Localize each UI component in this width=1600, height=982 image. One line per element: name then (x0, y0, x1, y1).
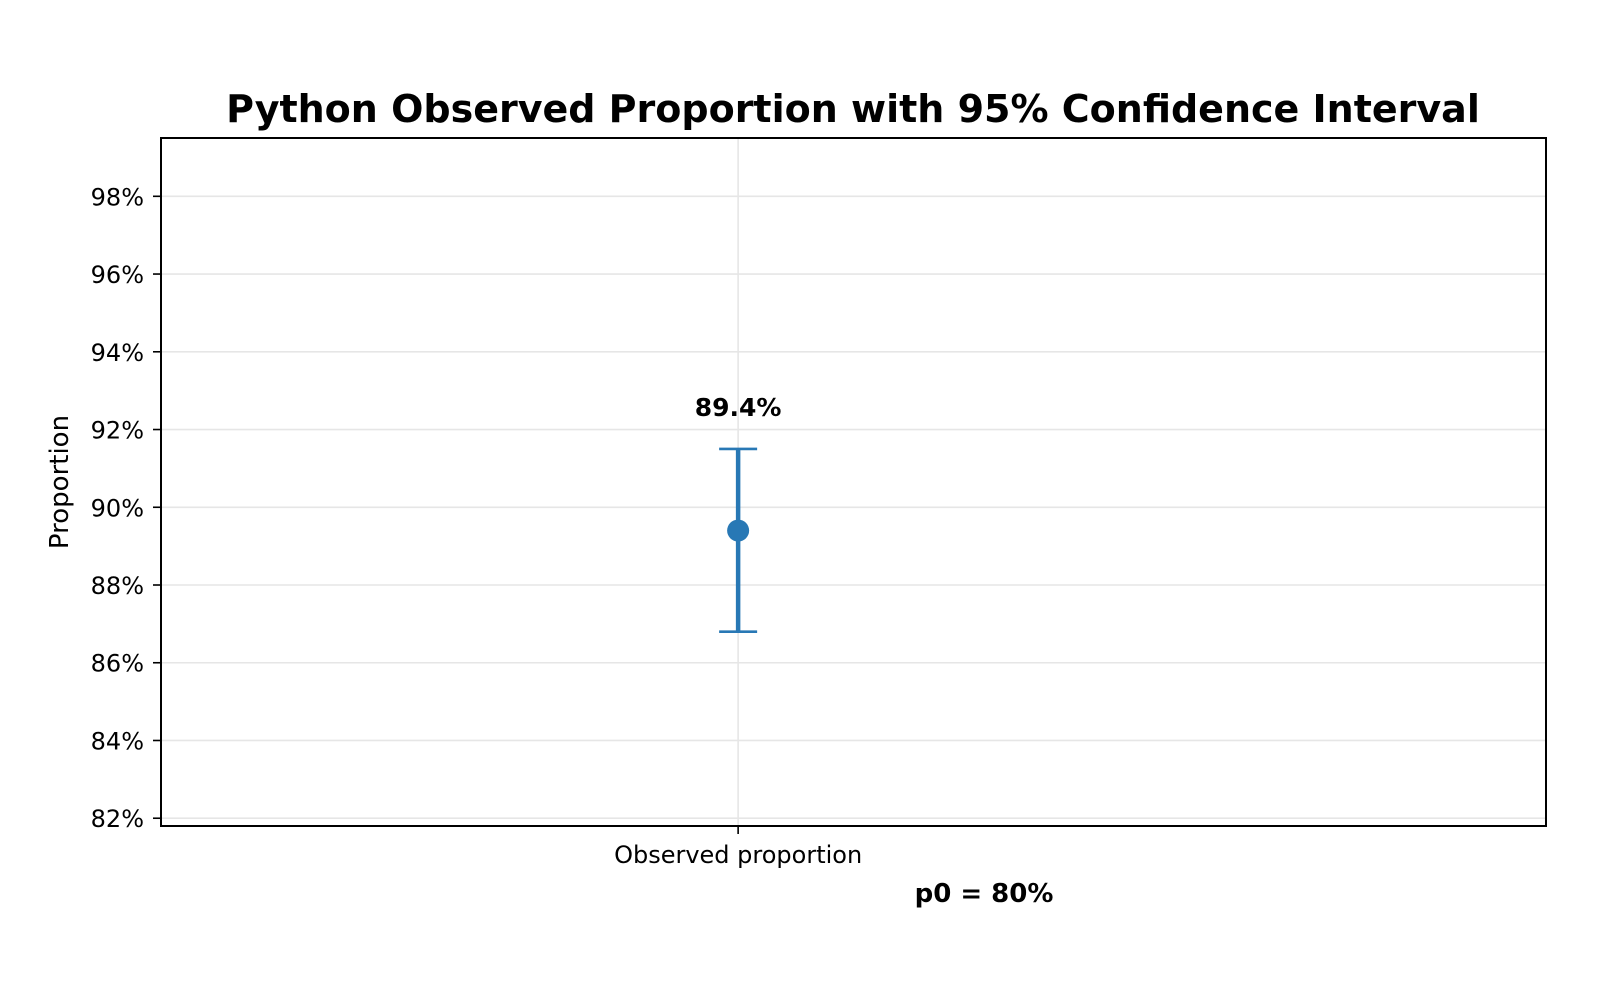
p0-annotation: p0 = 80% (915, 879, 1054, 909)
y-axis-ticks: 82% 84% 86% 88% 90% 92% 94% 96% 98% (91, 183, 161, 833)
y-tick-label: 96% (91, 261, 144, 289)
point-value-label: 89.4% (695, 393, 782, 422)
y-tick-label: 94% (91, 339, 144, 367)
y-tick-label: 92% (91, 417, 144, 445)
observed-proportion-point (727, 519, 750, 542)
errorbar-series: 89.4% (695, 393, 782, 633)
y-axis-label: Proportion (45, 415, 75, 549)
y-tick-label: 84% (91, 727, 144, 755)
x-tick-label: Observed proportion (614, 841, 862, 869)
y-tick-label: 90% (91, 494, 144, 522)
chart-title: Python Observed Proportion with 95% Conf… (226, 87, 1480, 131)
y-tick-label: 88% (91, 572, 144, 600)
grid-lines (161, 138, 1546, 826)
y-tick-label: 86% (91, 650, 144, 678)
x-axis-ticks: Observed proportion (614, 826, 862, 869)
y-tick-label: 82% (91, 805, 144, 833)
y-tick-label: 98% (91, 183, 144, 211)
plot-area-frame (160, 137, 1547, 827)
